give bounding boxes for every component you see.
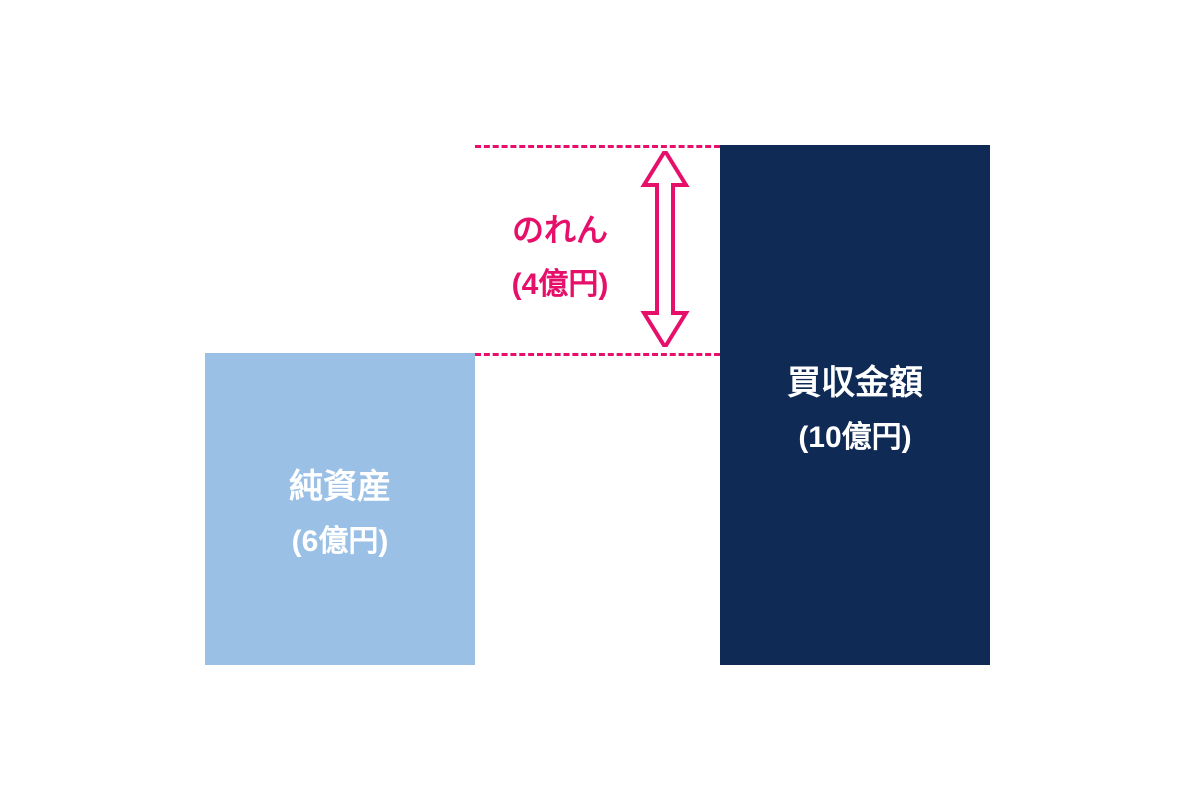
bar-net-assets: 純資産 (6億円)	[205, 353, 475, 665]
dashed-line-bottom	[475, 353, 720, 356]
dashed-line-top	[475, 145, 720, 148]
bar-acquisition-price-value: (10億円)	[798, 412, 911, 456]
bar-net-assets-value: (6億円)	[292, 516, 389, 560]
bar-acquisition-price-title: 買収金額	[787, 355, 923, 404]
goodwill-diagram: 純資産 (6億円) 買収金額 (10億円) のれん (4億円)	[0, 0, 1200, 801]
double-arrow-icon	[640, 151, 690, 352]
goodwill-value: (4億円)	[490, 259, 630, 303]
goodwill-label: のれん (4億円)	[490, 205, 630, 303]
goodwill-title: のれん	[490, 205, 630, 251]
bar-net-assets-title: 純資産	[289, 459, 391, 508]
bar-acquisition-price: 買収金額 (10億円)	[720, 145, 990, 665]
